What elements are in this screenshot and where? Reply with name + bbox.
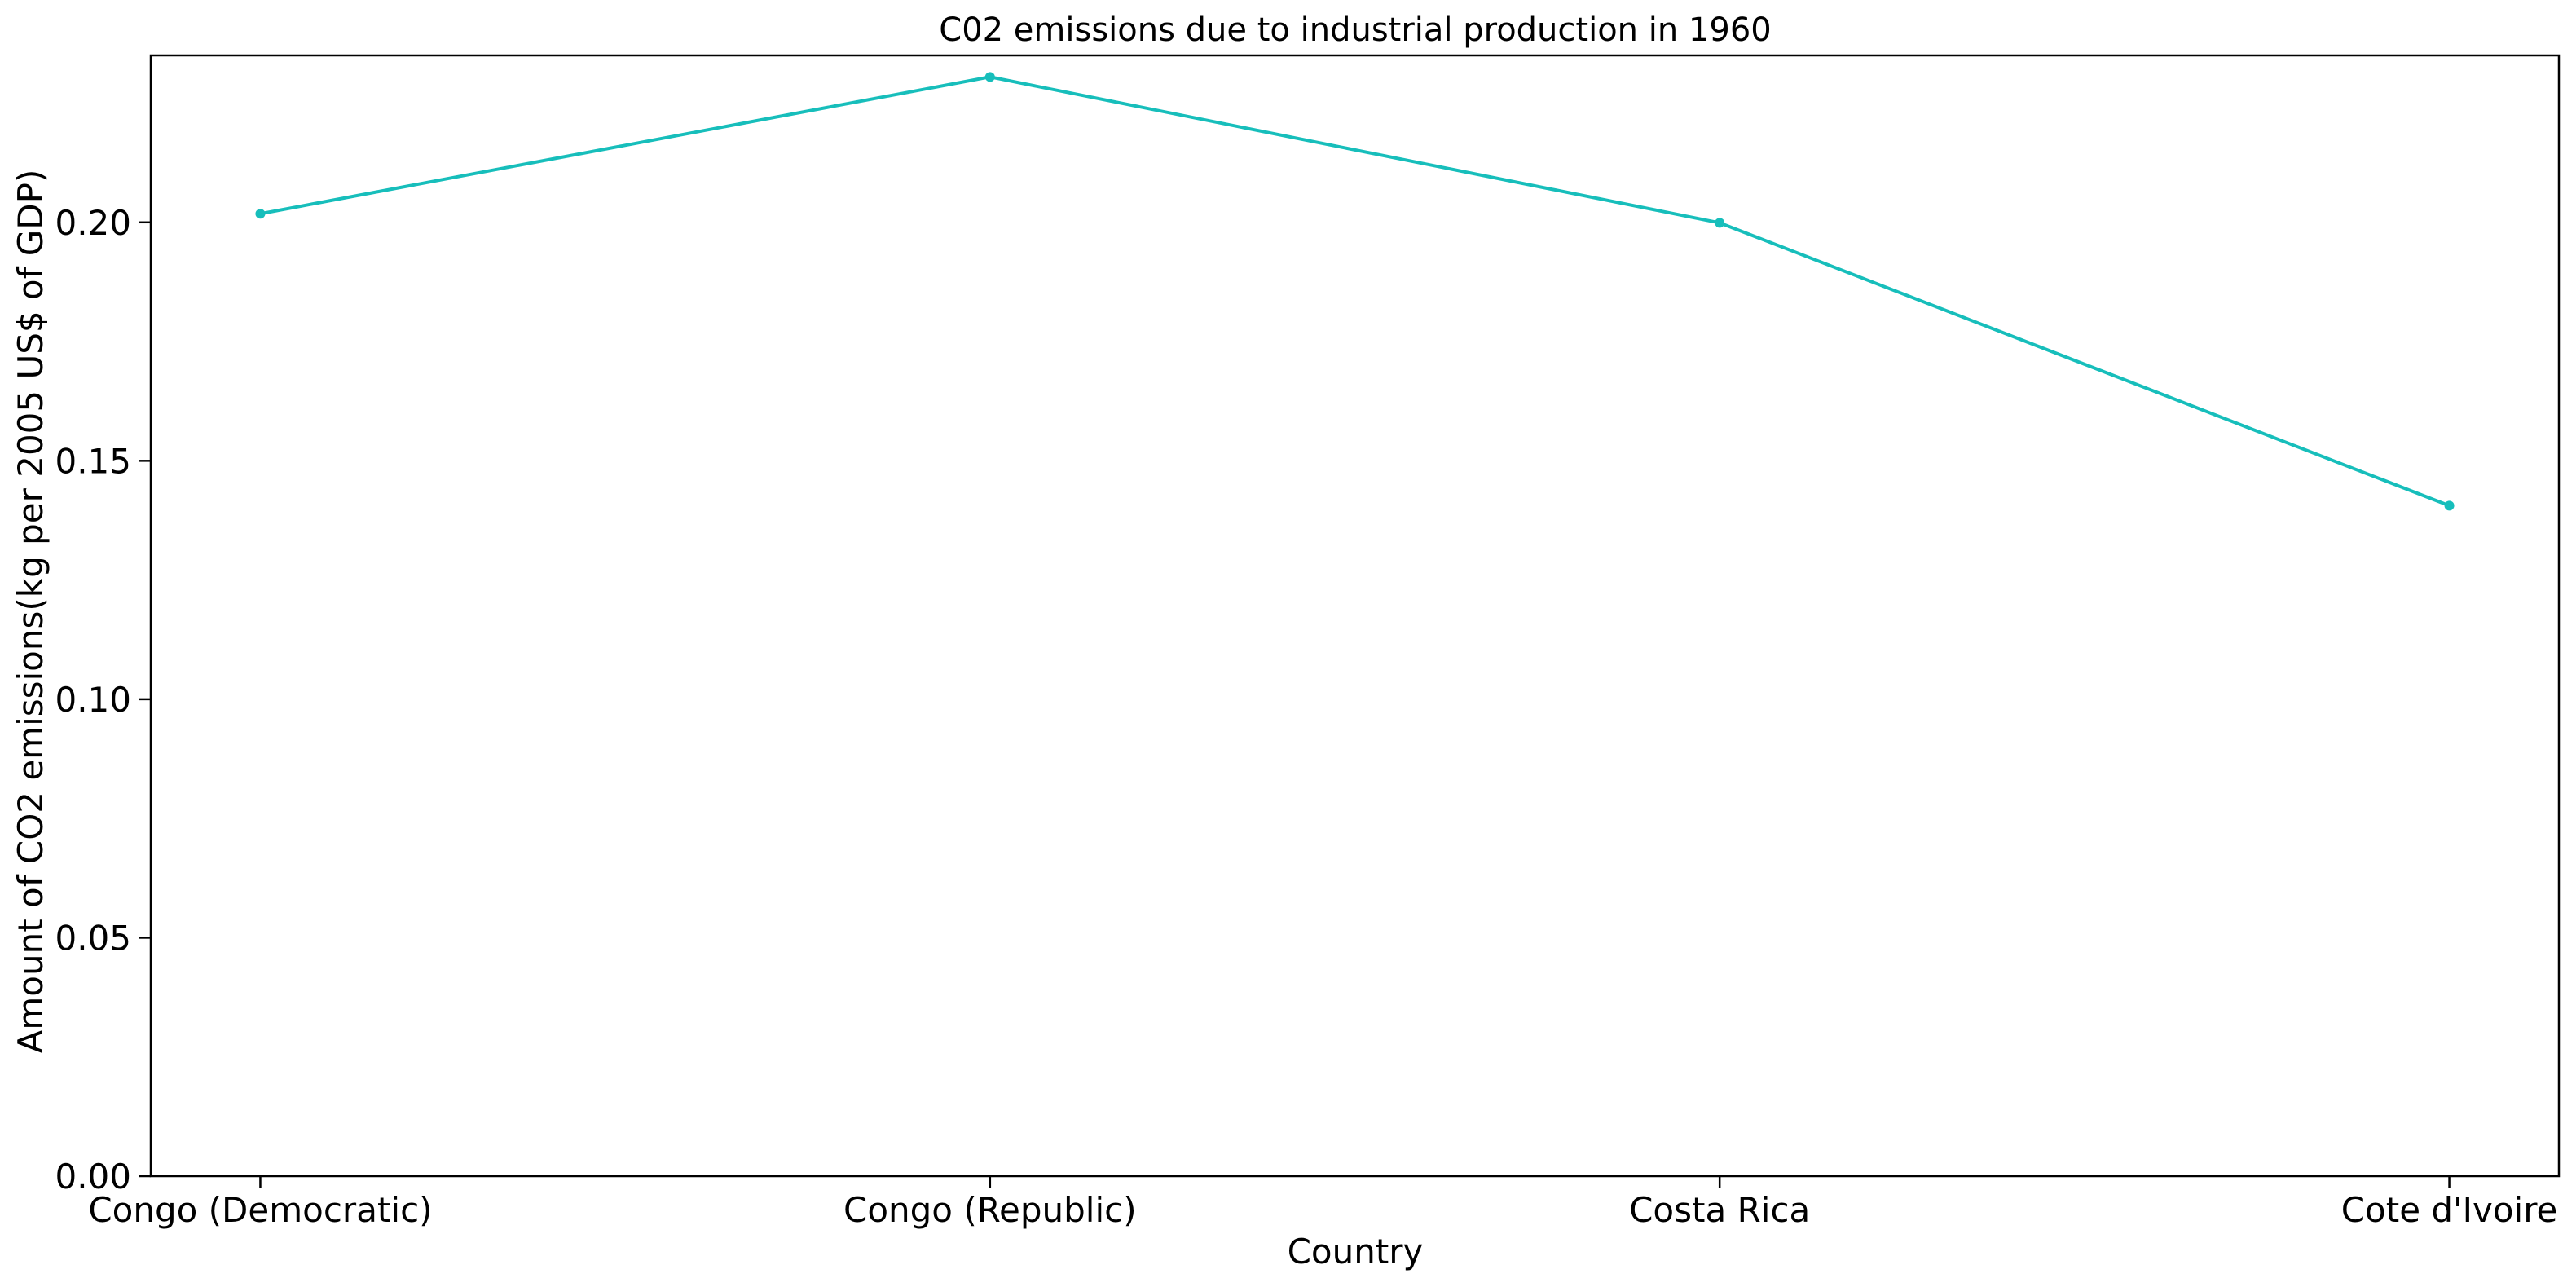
x-tick-label: Congo (Republic) [843, 1190, 1137, 1230]
y-axis-label: Amount of CO2 emissions(kg per 2005 US$ … [11, 170, 51, 1054]
y-tick-label: 0.05 [55, 918, 131, 958]
chart-title: C02 emissions due to industrial producti… [939, 11, 1771, 49]
data-point [1715, 218, 1725, 228]
data-point [255, 209, 266, 219]
plot-area [149, 54, 2561, 1178]
series-line [260, 75, 2451, 508]
x-axis-label: Country [1288, 1232, 1424, 1272]
y-tick-label: 0.00 [55, 1157, 131, 1197]
series-layer [255, 72, 2455, 511]
y-tick-label: 0.15 [55, 441, 131, 481]
x-tick-label: Cote d'Ivoire [2341, 1190, 2558, 1230]
data-point [984, 72, 995, 82]
y-tick-label: 0.10 [55, 680, 131, 720]
x-tick-label: Costa Rica [1629, 1190, 1810, 1230]
data-point [2444, 500, 2455, 511]
x-axis: Congo (Democratic) Congo (Republic) Costa … [88, 1176, 2557, 1230]
y-tick-label: 0.20 [55, 203, 131, 243]
y-axis: 0.00 0.05 0.10 0.15 0.20 [55, 203, 151, 1197]
x-tick-label: Congo (Democratic) [88, 1190, 432, 1230]
